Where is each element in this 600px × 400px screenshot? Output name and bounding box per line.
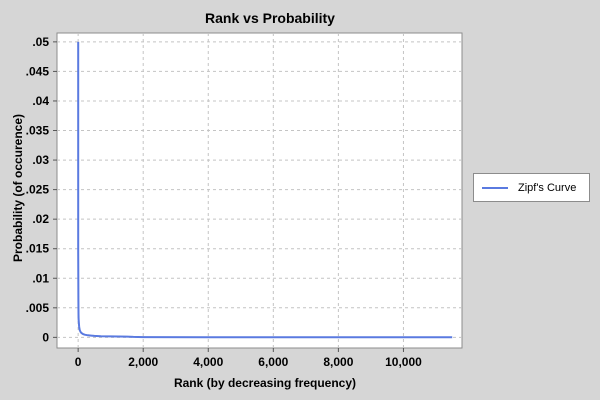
legend-swatch xyxy=(482,186,508,189)
y-tick-label: .025 xyxy=(26,183,50,197)
series-group xyxy=(77,41,453,339)
y-axis-label: Probability (of occurence) xyxy=(11,114,25,262)
plot-area xyxy=(56,32,463,349)
y-tick-label: .04 xyxy=(32,94,49,108)
y-tick-label: .05 xyxy=(32,35,49,49)
x-tick-label: 6,000 xyxy=(258,355,288,369)
x-tick-label: 10,000 xyxy=(385,355,422,369)
x-tick-label: 0 xyxy=(75,355,82,369)
series-line xyxy=(77,41,453,339)
y-tick-label: 0 xyxy=(42,330,49,344)
x-tick-labels: 0 2,000 4,000 6,000 8,000 10,000 xyxy=(75,348,422,369)
y-tick-labels: 0 .005 .01 .015 .02 .025 .03 .035 .04 .045 .05 xyxy=(26,35,57,344)
x-tick-label: 2,000 xyxy=(128,355,158,369)
y-tick-label: .02 xyxy=(32,212,49,226)
y-tick-label: .03 xyxy=(32,153,49,167)
legend-label: Zipf's Curve xyxy=(518,181,577,194)
y-tick-label: .01 xyxy=(32,271,49,285)
y-tick-label: .045 xyxy=(26,64,50,78)
y-tick-label: .015 xyxy=(26,242,50,256)
y-tick-label: .035 xyxy=(26,124,50,138)
x-tick-label: 8,000 xyxy=(323,355,353,369)
legend: Zipf's Curve xyxy=(473,173,590,202)
chart-title: Rank vs Probability xyxy=(205,10,335,26)
y-tick-label: .005 xyxy=(26,301,50,315)
x-tick-label: 4,000 xyxy=(193,355,223,369)
x-axis-label: Rank (by decreasing frequency) xyxy=(174,376,356,390)
